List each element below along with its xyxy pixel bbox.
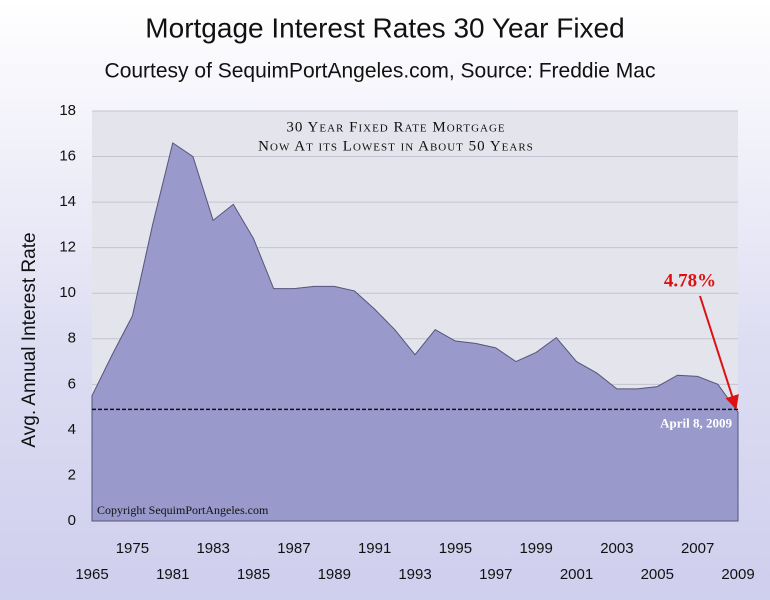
reference-label: April 8, 2009 (660, 415, 732, 430)
area (91, 142, 739, 522)
y-tick-label: 14 (59, 193, 76, 210)
chart-title: Mortgage Interest Rates 30 Year Fixed (145, 12, 624, 43)
chart-subtitle: Courtesy of SequimPortAngeles.com, Sourc… (105, 60, 656, 83)
x-tick-label: 1981 (156, 566, 189, 583)
y-tick-label: 18 (59, 102, 76, 119)
y-tick-label: 0 (68, 512, 76, 529)
value-label: 4.78% (664, 270, 716, 291)
x-tick-label: 2007 (681, 540, 714, 557)
x-tick-label: 1993 (398, 566, 431, 583)
x-tick-label: 1985 (237, 566, 270, 583)
x-tick-label: 2009 (721, 566, 754, 583)
x-tick-label: 2001 (560, 566, 593, 583)
x-tick-label: 1999 (519, 540, 552, 557)
x-tick-label: 1997 (479, 566, 512, 583)
y-tick-label: 4 (68, 421, 76, 438)
y-tick-label: 6 (68, 375, 76, 392)
x-tick-label: 1991 (358, 540, 391, 557)
x-tick-label: 2003 (600, 540, 633, 557)
y-tick-label: 16 (59, 148, 76, 165)
x-tick-label: 1965 (75, 566, 108, 583)
x-tick-label: 1987 (277, 540, 310, 557)
annotation: 30 Year Fixed Rate Mortgage (286, 119, 505, 135)
y-axis-label: Avg. Annual Interest Rate (19, 232, 40, 447)
x-tick-label: 1989 (318, 566, 351, 583)
y-tick-label: 8 (68, 330, 76, 347)
x-tick-label: 1995 (439, 540, 472, 557)
x-tick-label: 2005 (641, 566, 674, 583)
y-tick-label: 10 (59, 284, 76, 301)
y-tick-label: 12 (59, 239, 76, 256)
x-tick-label: 1983 (196, 540, 229, 557)
copyright: Copyright SequimPortAngeles.com (97, 503, 269, 517)
y-tick-label: 2 (68, 466, 76, 483)
arrow (699, 295, 739, 410)
annotation: Now At its Lowest in About 50 Years (258, 138, 534, 154)
x-tick-label: 1975 (116, 540, 149, 557)
